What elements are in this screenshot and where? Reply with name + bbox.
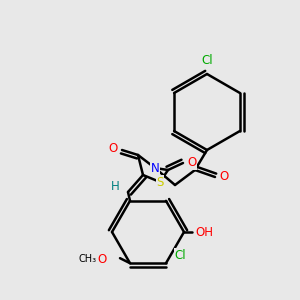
Text: O: O (188, 157, 196, 169)
Text: Cl: Cl (174, 249, 186, 262)
Text: N: N (151, 161, 159, 175)
Text: S: S (156, 176, 164, 188)
Text: CH₃: CH₃ (79, 254, 97, 264)
Text: O: O (98, 253, 106, 266)
Text: O: O (108, 142, 118, 154)
Text: O: O (219, 170, 229, 184)
Text: H: H (111, 179, 119, 193)
Text: Cl: Cl (201, 53, 213, 67)
Text: OH: OH (195, 226, 213, 238)
